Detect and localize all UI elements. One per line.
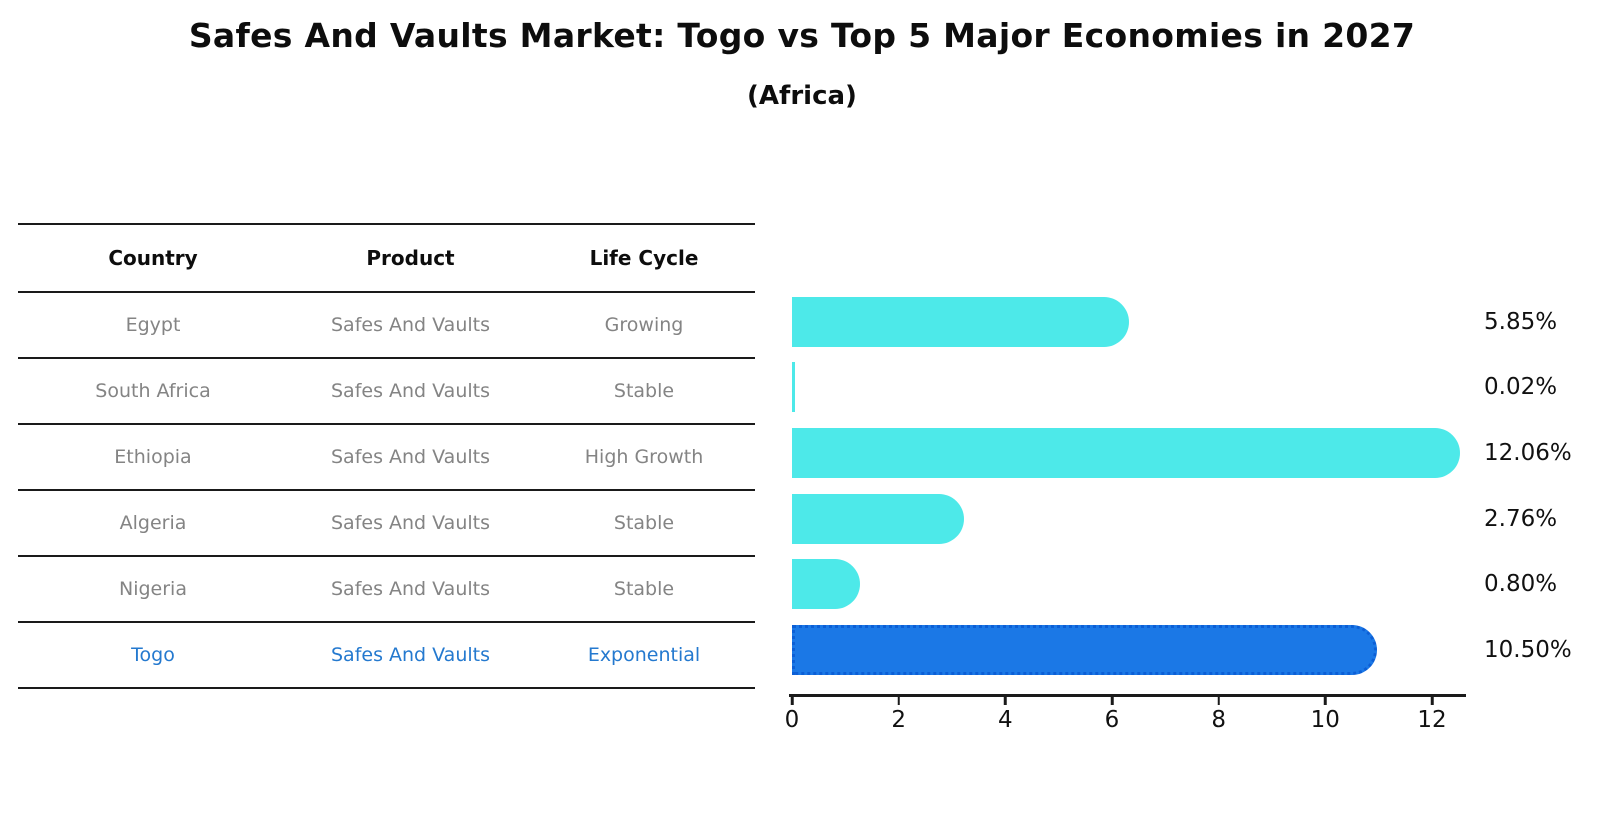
value-label: 12.06% [1484,439,1572,466]
cell-life-cycle: High Growth [584,446,704,468]
x-tick-label: 10 [1310,707,1340,733]
table-row: Togo Safes And Vaults Exponential [18,623,755,689]
x-tick-label: 2 [891,707,907,733]
cell-life-cycle: Exponential [587,644,701,666]
value-label: 5.85% [1484,308,1558,335]
x-tick [790,696,794,705]
bar [792,624,1377,675]
bar-plot: 5.85% 0.02% 12.06% 2.76% 0.80% 10.50% [792,289,1604,683]
bar-row: 10.50% [792,617,1604,683]
x-tick-label: 6 [1104,707,1120,733]
x-tick [897,696,900,705]
x-tick [1430,696,1434,705]
x-tick-label: 8 [1211,707,1227,733]
value-label: 0.80% [1484,571,1558,598]
column-header-product: Product [366,246,455,270]
bar-row: 5.85% [792,289,1604,355]
bar-row: 2.76% [792,486,1604,552]
x-axis: 0 2 4 6 8 10 12 [785,694,1466,744]
table-row: Algeria Safes And Vaults Stable [18,491,755,557]
x-tick [1324,696,1327,705]
value-label: 2.76% [1484,505,1558,532]
cell-life-cycle: Stable [613,578,675,600]
column-header-life-cycle: Life Cycle [589,246,699,270]
x-tick [1110,696,1114,705]
value-label: 0.02% [1484,374,1558,401]
table-row: Nigeria Safes And Vaults Stable [18,557,755,623]
cell-product: Safes And Vaults [331,578,490,600]
x-tick-label: 12 [1417,707,1447,733]
cell-life-cycle: Growing [604,314,684,336]
cell-country: Algeria [119,512,187,534]
x-axis-line [789,694,1466,697]
cell-country: Ethiopia [114,446,192,468]
cell-country: Togo [131,644,175,666]
bar-row: 0.02% [792,355,1604,421]
x-tick-label: 0 [784,707,800,733]
bar-row: 12.06% [792,420,1604,486]
x-tick-label: 4 [997,707,1013,733]
summary-table: Country Product Life Cycle Egypt Safes A… [18,223,755,689]
bar [792,493,965,544]
bar-row: 0.80% [792,551,1604,617]
cell-product: Safes And Vaults [331,314,490,336]
cell-country: South Africa [95,380,211,402]
cell-country: Egypt [125,314,181,336]
bar [792,427,1461,478]
bar [792,559,860,610]
cell-product: Safes And Vaults [331,644,490,666]
cell-life-cycle: Stable [613,512,675,534]
table-row: Egypt Safes And Vaults Growing [18,293,755,359]
table-row: South Africa Safes And Vaults Stable [18,359,755,425]
page-title: Safes And Vaults Market: Togo vs Top 5 M… [188,16,1416,55]
table-header-row: Country Product Life Cycle [18,223,755,293]
cell-life-cycle: Stable [613,380,675,402]
cell-product: Safes And Vaults [331,446,490,468]
x-tick [1004,696,1007,705]
page-subtitle: (Africa) [747,81,857,111]
cell-product: Safes And Vaults [331,380,490,402]
table-row: Ethiopia Safes And Vaults High Growth [18,425,755,491]
cell-product: Safes And Vaults [331,512,490,534]
bar [792,296,1129,347]
column-header-country: Country [108,246,198,270]
bar [792,362,795,413]
cell-country: Nigeria [119,578,187,600]
value-label: 10.50% [1484,636,1572,663]
x-tick [1217,696,1220,705]
